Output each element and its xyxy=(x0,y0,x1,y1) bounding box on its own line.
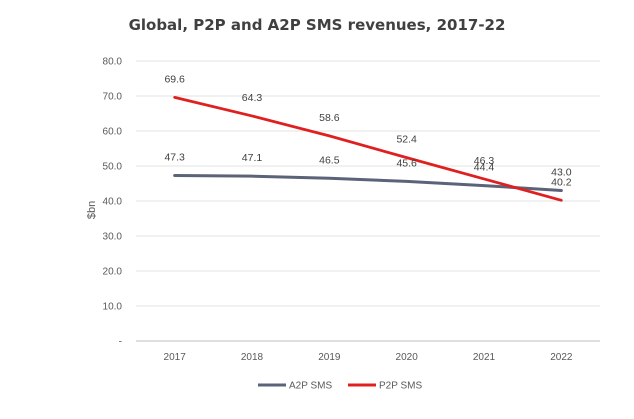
y-tick-label: 20.0 xyxy=(103,267,123,278)
x-tick-label: 2017 xyxy=(164,352,187,363)
data-label: 47.3 xyxy=(164,151,185,163)
series-line-a2p-sms xyxy=(173,173,563,192)
y-tick-label: 10.0 xyxy=(103,302,123,313)
y-axis-ticks: - 10.0 20.0 30.0 40.0 50.0 60.0 70.0 80.0 xyxy=(103,57,123,348)
legend: A2P SMS P2P SMS xyxy=(258,381,422,392)
data-label: 44.4 xyxy=(474,162,495,174)
data-labels: 47.3 47.1 46.5 45.6 44.4 43.0 69.6 64.3 58.6 52.4… xyxy=(164,73,571,188)
x-tick-label: 2018 xyxy=(241,352,264,363)
data-label: 45.6 xyxy=(396,157,417,169)
y-tick-label: 40.0 xyxy=(103,197,123,208)
y-tick-label: 70.0 xyxy=(103,92,123,103)
legend-label: P2P SMS xyxy=(379,381,422,392)
data-label: 43.0 xyxy=(551,167,572,179)
x-tick-label: 2021 xyxy=(473,352,496,363)
data-label: 46.3 xyxy=(474,155,495,167)
data-label: 58.6 xyxy=(319,112,340,124)
x-axis-ticks: 2017 2018 2019 2020 2021 2022 xyxy=(164,352,573,363)
y-tick-label: 30.0 xyxy=(103,232,123,243)
data-label: 52.4 xyxy=(396,134,417,146)
x-tick-label: 2019 xyxy=(318,352,341,363)
x-tick-label: 2020 xyxy=(396,352,419,363)
y-tick-label: 60.0 xyxy=(103,127,123,138)
chart-title: Global, P2P and A2P SMS revenues, 2017-2… xyxy=(128,16,506,34)
data-label: 46.5 xyxy=(319,154,340,166)
data-label: 47.1 xyxy=(242,152,263,164)
series-line-p2p-sms xyxy=(173,96,563,202)
y-axis-label: $bn xyxy=(86,201,98,219)
x-tick-label: 2022 xyxy=(550,352,573,363)
series-lines xyxy=(173,96,563,202)
y-tick-label: - xyxy=(119,337,122,348)
data-label: 69.6 xyxy=(164,73,185,85)
y-tick-label: 50.0 xyxy=(103,162,123,173)
grid-lines xyxy=(136,60,600,342)
data-label: 64.3 xyxy=(242,92,263,104)
legend-label: A2P SMS xyxy=(289,381,332,392)
data-label: 40.2 xyxy=(551,176,572,188)
y-tick-label: 80.0 xyxy=(103,57,123,68)
